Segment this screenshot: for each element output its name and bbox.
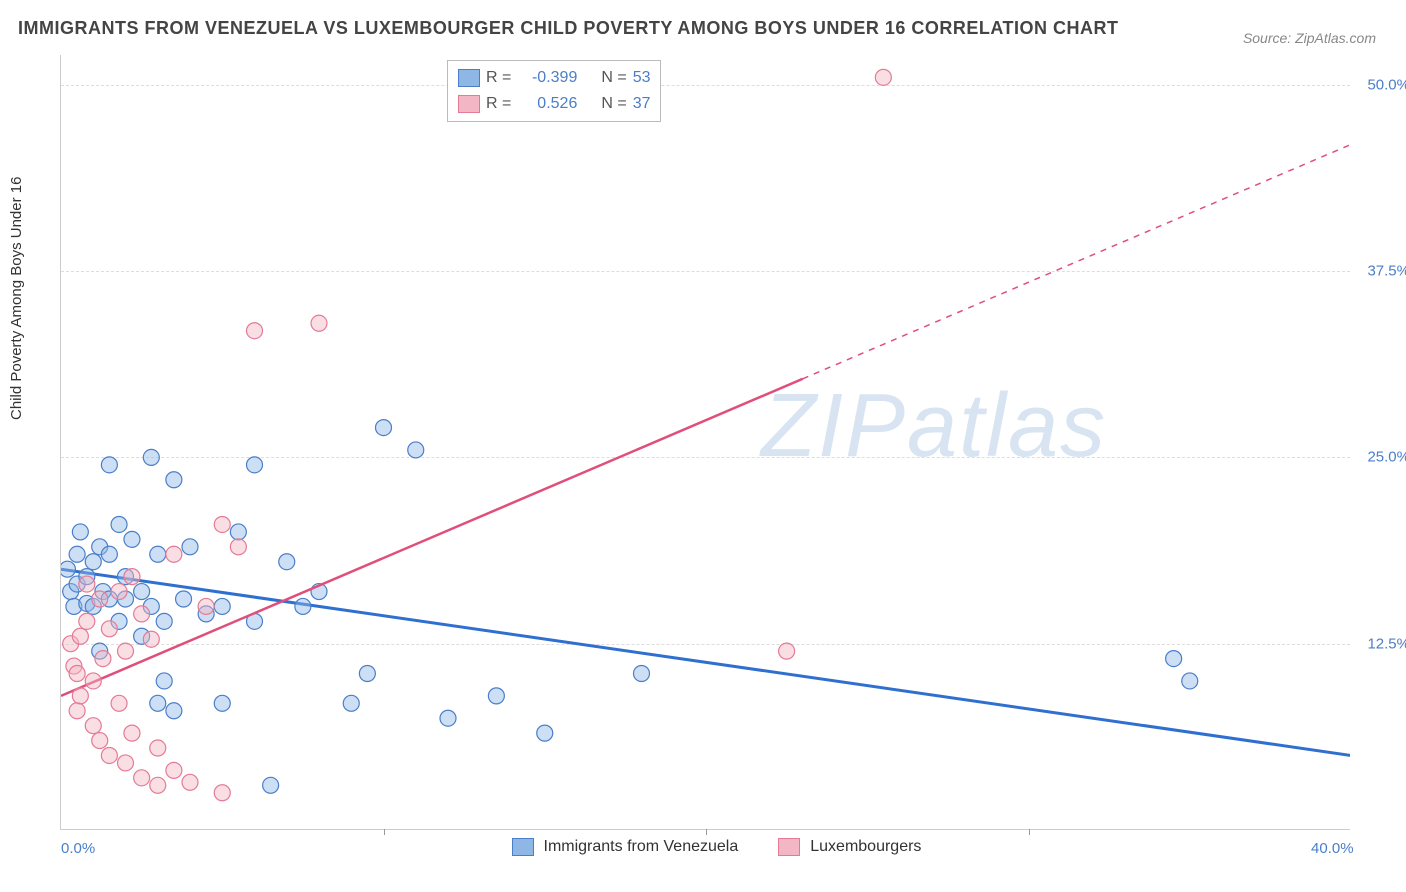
- legend-stats-row: R = 0.526 N = 37: [458, 91, 650, 117]
- legend-N-label: N =: [601, 95, 626, 113]
- y-tick-label: 25.0%: [1367, 449, 1406, 466]
- legend-swatch: [778, 838, 800, 856]
- legend-stats-row: R = -0.399 N = 53: [458, 65, 650, 91]
- legend-stats: R = -0.399 N = 53 R = 0.526 N = 37: [447, 60, 661, 122]
- x-tick-label: 40.0%: [1311, 840, 1354, 857]
- x-tick: [706, 829, 707, 835]
- source-label: Source:: [1243, 30, 1295, 46]
- plot-area: ZIPatlas 12.5%25.0%37.5%50.0%0.0%40.0%: [60, 55, 1350, 830]
- y-axis-label: Child Poverty Among Boys Under 16: [8, 177, 25, 420]
- y-tick-label: 50.0%: [1367, 76, 1406, 93]
- legend-swatch: [512, 838, 534, 856]
- x-tick: [384, 829, 385, 835]
- chart-svg: [61, 55, 1350, 829]
- legend-series: Immigrants from Venezuela Luxembourgers: [512, 838, 952, 856]
- legend-N-label: N =: [601, 69, 626, 87]
- legend-N-value: 53: [633, 69, 651, 87]
- source-credit: Source: ZipAtlas.com: [1243, 30, 1376, 46]
- legend-R-value: -0.399: [517, 69, 577, 87]
- y-tick-label: 12.5%: [1367, 635, 1406, 652]
- x-tick-label: 0.0%: [61, 840, 95, 857]
- chart-title: IMMIGRANTS FROM VENEZUELA VS LUXEMBOURGE…: [18, 18, 1119, 39]
- legend-series-label: Immigrants from Venezuela: [544, 838, 739, 856]
- legend-N-value: 37: [633, 95, 651, 113]
- legend-series-label: Luxembourgers: [810, 838, 921, 856]
- y-tick-label: 37.5%: [1367, 263, 1406, 280]
- legend-swatch: [458, 69, 480, 87]
- source-value: ZipAtlas.com: [1295, 30, 1376, 46]
- x-tick: [1029, 829, 1030, 835]
- legend-swatch: [458, 95, 480, 113]
- legend-R-label: R =: [486, 95, 511, 113]
- legend-R-label: R =: [486, 69, 511, 87]
- legend-R-value: 0.526: [517, 95, 577, 113]
